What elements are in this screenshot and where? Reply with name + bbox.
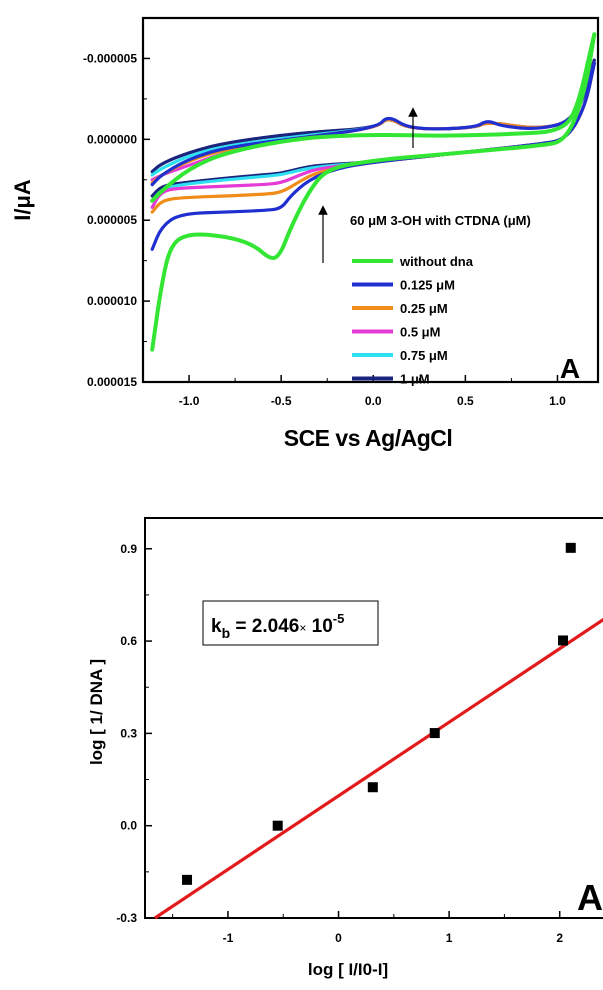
cv-y-axis: -0.000005 0.000000 0.000005 0.000010 0.00001… bbox=[83, 17, 150, 389]
kb-symbol: k bbox=[211, 616, 222, 637]
scatter-points bbox=[182, 542, 576, 885]
cv-curves bbox=[150, 32, 597, 352]
binding-y-tick-label: -0.3 bbox=[116, 911, 137, 925]
cv-y-tick-label: -0.000005 bbox=[83, 51, 137, 65]
legend-label: without dna bbox=[399, 254, 474, 269]
cv-y-tick-label: 0.000010 bbox=[87, 294, 137, 308]
scatter-point bbox=[367, 782, 378, 793]
linear-fit-line bbox=[154, 617, 603, 920]
cv-series-without-dna bbox=[150, 32, 597, 352]
binding-y-axis: -0.3 0.0 0.3 0.6 0.9 bbox=[116, 542, 152, 925]
scatter-point bbox=[429, 728, 440, 739]
legend-label: 0.75 μM bbox=[400, 348, 448, 363]
cv-x-axis-label: SCE vs Ag/AgCl bbox=[284, 425, 453, 451]
kb-annotation-box bbox=[202, 600, 379, 646]
binding-x-axis: -1 0 1 2 bbox=[172, 911, 563, 945]
binding-y-tick-label: 0.0 bbox=[120, 819, 137, 833]
fit-line-group bbox=[154, 617, 603, 920]
kb-annotation: kb = 2.046× 10-5 bbox=[202, 600, 379, 646]
legend-label: 0.25 μM bbox=[400, 301, 448, 316]
binding-x-tick-label: 1 bbox=[446, 931, 453, 945]
cv-x-tick-label: 0.0 bbox=[365, 394, 382, 408]
cv-series-0-125-m bbox=[150, 61, 596, 251]
cv-x-axis: -1.0 -0.5 0.0 0.5 1.0 bbox=[142, 375, 566, 408]
cv-legend: 60 μM 3-OH with CTDNA (μM) without dna 0.… bbox=[350, 213, 531, 387]
scatter-point bbox=[558, 635, 569, 646]
cv-plot-frame bbox=[141, 16, 600, 384]
binding-panel: -1 0 1 2 -0.30.00.30.60.9 kb = 2.046× 10-5 … bbox=[87, 517, 603, 979]
cv-y-tick-label: 0.000000 bbox=[87, 132, 137, 146]
legend-title: 60 μM 3-OH with CTDNA (μM) bbox=[350, 213, 531, 228]
cv-panel-label: A bbox=[560, 353, 580, 384]
cv-y-tick-label: 0.000005 bbox=[87, 213, 137, 227]
binding-y-axis-label: log [ 1/ DNA ] bbox=[87, 659, 106, 765]
cv-x-tick-label: -1.0 bbox=[179, 394, 200, 408]
binding-x-tick-label: 2 bbox=[556, 931, 563, 945]
cv-series-0-25-m bbox=[150, 61, 596, 214]
kb-times: × bbox=[299, 621, 306, 635]
binding-panel-label: A bbox=[577, 877, 603, 918]
scatter-point bbox=[565, 542, 576, 553]
binding-x-tick-label: 0 bbox=[335, 931, 342, 945]
binding-x-axis-label: log [ I/I0-I] bbox=[308, 960, 388, 979]
kb-text: kb = 2.046× 10-5 bbox=[211, 611, 344, 641]
kb-subscript: b bbox=[222, 625, 231, 641]
legend-label: 0.125 μM bbox=[400, 278, 455, 293]
cv-y-tick-label: 0.000015 bbox=[87, 375, 137, 389]
legend-label: 1 μM bbox=[400, 372, 430, 387]
kb-value: = 2.046 bbox=[230, 616, 299, 637]
cv-x-tick-label: 1.0 bbox=[549, 394, 566, 408]
cv-panel: -1.0 -0.5 0.0 0.5 1.0 -0.000005 0.000000 0.000… bbox=[10, 16, 600, 451]
kb-base: 10 bbox=[306, 616, 332, 637]
cv-x-tick-label: 0.5 bbox=[457, 394, 474, 408]
kb-exponent: -5 bbox=[333, 611, 345, 626]
scatter-point bbox=[272, 820, 283, 831]
binding-x-axis-label-text: log [ I/I0-I] bbox=[308, 960, 388, 979]
legend-label: 0.5 μM bbox=[400, 325, 440, 340]
binding-y-tick-label: 0.9 bbox=[120, 542, 137, 556]
cv-x-tick-label: -0.5 bbox=[271, 394, 292, 408]
cv-y-axis-label: I/μA bbox=[10, 179, 35, 221]
binding-y-tick-label: 0.6 bbox=[120, 634, 137, 648]
binding-x-tick-label: -1 bbox=[223, 931, 234, 945]
scatter-point bbox=[182, 874, 193, 885]
binding-y-tick-label: 0.3 bbox=[120, 726, 137, 740]
binding-plot-frame bbox=[144, 517, 603, 919]
